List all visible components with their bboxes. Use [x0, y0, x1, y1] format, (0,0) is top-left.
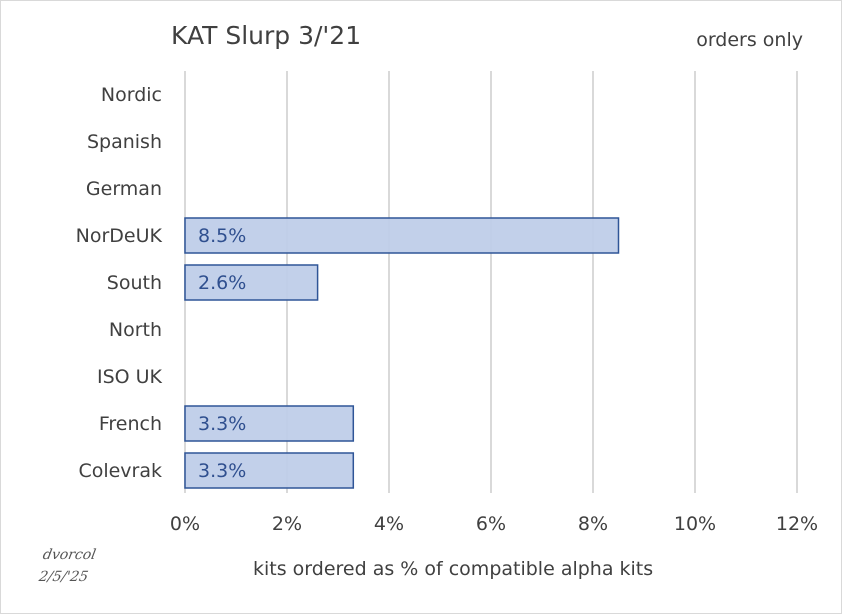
bar — [184, 452, 355, 489]
category-label: Spanish — [87, 131, 162, 153]
category-label: NorDeUK — [76, 225, 163, 247]
signature-name: dvorcol — [41, 547, 98, 563]
bar — [184, 264, 319, 301]
signature-date: 2/5/'25 — [37, 569, 90, 585]
category-label: German — [86, 178, 162, 200]
category-label: French — [99, 413, 162, 435]
bar — [184, 217, 620, 254]
data-label: 8.5% — [198, 225, 246, 247]
data-label: 3.3% — [198, 460, 246, 482]
category-label: Colevrak — [78, 460, 162, 482]
category-label: South — [107, 272, 162, 294]
x-tick-label: 6% — [476, 513, 506, 535]
bar — [184, 405, 355, 442]
data-label: 2.6% — [198, 272, 246, 294]
x-tick-label: 4% — [374, 513, 404, 535]
x-tick-label: 12% — [776, 513, 818, 535]
chart-subtitle: orders only — [696, 29, 803, 51]
x-axis-label: kits ordered as % of compatible alpha ki… — [253, 558, 654, 580]
signature: dvorcol 2/5/'25 — [37, 544, 98, 588]
category-label: Nordic — [101, 84, 162, 106]
x-tick-label: 10% — [674, 513, 716, 535]
x-tick-label: 0% — [170, 513, 200, 535]
data-label: 3.3% — [198, 413, 246, 435]
chart-title: KAT Slurp 3/'21 — [171, 21, 362, 50]
category-label: ISO UK — [97, 366, 163, 388]
x-tick-label: 8% — [578, 513, 608, 535]
x-tick-label: 2% — [272, 513, 302, 535]
category-label: North — [109, 319, 162, 341]
